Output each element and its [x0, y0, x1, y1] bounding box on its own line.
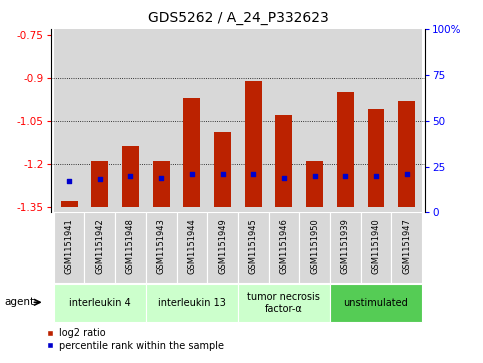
- Bar: [153, 161, 170, 207]
- Text: GSM1151944: GSM1151944: [187, 218, 197, 274]
- Bar: [361, 212, 391, 283]
- Text: GSM1151945: GSM1151945: [249, 218, 258, 274]
- Point: [127, 173, 134, 179]
- Bar: [238, 284, 330, 322]
- Bar: [330, 284, 422, 322]
- Bar: [176, 212, 207, 283]
- Bar: [238, 212, 269, 283]
- Bar: [330, 212, 361, 283]
- Point: [188, 171, 196, 177]
- Bar: [85, 29, 115, 212]
- Text: GSM1151946: GSM1151946: [279, 218, 288, 274]
- Text: agent: agent: [4, 297, 34, 307]
- Text: GSM1151939: GSM1151939: [341, 218, 350, 274]
- Text: interleukin 4: interleukin 4: [69, 298, 131, 308]
- Point: [341, 173, 349, 179]
- Bar: [54, 212, 85, 283]
- Point: [280, 175, 288, 180]
- Point: [249, 171, 257, 177]
- Point: [372, 173, 380, 179]
- Text: GSM1151941: GSM1151941: [65, 218, 73, 274]
- Bar: [368, 109, 384, 207]
- Title: GDS5262 / A_24_P332623: GDS5262 / A_24_P332623: [147, 11, 328, 25]
- Text: GSM1151942: GSM1151942: [95, 218, 104, 274]
- Bar: [398, 101, 415, 207]
- Bar: [115, 212, 146, 283]
- Bar: [391, 29, 422, 212]
- Point: [96, 176, 104, 182]
- Bar: [176, 29, 207, 212]
- Bar: [361, 29, 391, 212]
- Bar: [85, 212, 115, 283]
- Bar: [299, 29, 330, 212]
- Bar: [214, 132, 231, 207]
- Bar: [115, 29, 146, 212]
- Bar: [337, 92, 354, 207]
- Bar: [275, 115, 292, 207]
- Bar: [146, 29, 176, 212]
- Point: [219, 171, 227, 177]
- Point: [311, 173, 318, 179]
- Bar: [207, 29, 238, 212]
- Bar: [245, 81, 262, 207]
- Bar: [184, 98, 200, 207]
- Bar: [54, 29, 85, 212]
- Text: GSM1151948: GSM1151948: [126, 218, 135, 274]
- Bar: [306, 161, 323, 207]
- Bar: [122, 147, 139, 207]
- Text: GSM1151940: GSM1151940: [371, 218, 381, 274]
- Text: interleukin 13: interleukin 13: [158, 298, 226, 308]
- Bar: [91, 161, 108, 207]
- Text: tumor necrosis
factor-α: tumor necrosis factor-α: [247, 292, 320, 314]
- Bar: [238, 29, 269, 212]
- Bar: [330, 29, 361, 212]
- Bar: [269, 212, 299, 283]
- Text: unstimulated: unstimulated: [343, 298, 408, 308]
- Text: GSM1151947: GSM1151947: [402, 218, 411, 274]
- Point: [65, 178, 73, 184]
- Legend: log2 ratio, percentile rank within the sample: log2 ratio, percentile rank within the s…: [46, 328, 224, 351]
- Bar: [54, 284, 146, 322]
- Bar: [269, 29, 299, 212]
- Bar: [61, 201, 78, 207]
- Bar: [299, 212, 330, 283]
- Bar: [146, 284, 238, 322]
- Text: GSM1151949: GSM1151949: [218, 218, 227, 274]
- Bar: [207, 212, 238, 283]
- Point: [157, 175, 165, 180]
- Bar: [146, 212, 176, 283]
- Text: GSM1151950: GSM1151950: [310, 218, 319, 274]
- Text: GSM1151943: GSM1151943: [156, 218, 166, 274]
- Bar: [391, 212, 422, 283]
- Point: [403, 171, 411, 177]
